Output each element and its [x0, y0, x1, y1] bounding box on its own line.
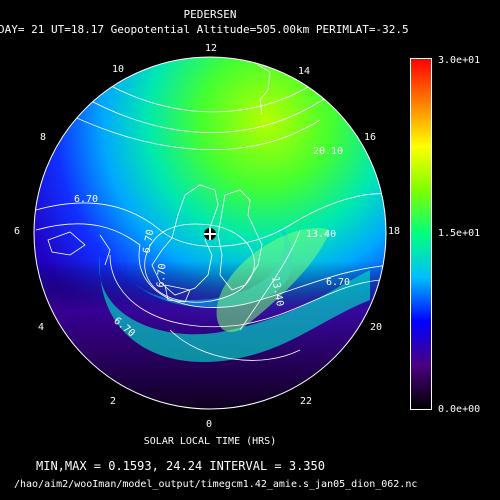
colorbar	[410, 58, 432, 410]
pole-marker-icon	[204, 228, 216, 240]
contour-label: 6.70	[74, 194, 99, 205]
lt-label-18: 18	[388, 226, 401, 237]
lt-label-12: 12	[205, 43, 218, 54]
lt-label-6: 6	[14, 226, 21, 237]
colorbar-min-label: 0.0e+00	[438, 404, 481, 415]
lt-label-20: 20	[370, 322, 383, 333]
lt-label-8: 8	[40, 132, 47, 143]
lt-label-0: 0	[206, 419, 213, 430]
lt-label-16: 16	[364, 132, 377, 143]
contour-label: 13.40	[306, 229, 337, 240]
lt-label-2: 2	[110, 396, 117, 407]
contour-label: 20.10	[313, 146, 344, 157]
colorbar-mid-label: 1.5e+01	[438, 228, 481, 239]
contour-label: 6.70	[326, 277, 351, 288]
colorbar-max-label: 3.0e+01	[438, 55, 481, 66]
lt-label-4: 4	[38, 322, 45, 333]
plot-subtitle: DAY= 21 UT=18.17 Geopotential Altitude=5…	[0, 23, 409, 36]
map-border	[33, 56, 387, 410]
lt-label-14: 14	[298, 66, 311, 77]
file-path: /hao/aim2/wooIman/model_output/timegcm1.…	[14, 479, 418, 490]
axis-label: SOLAR LOCAL TIME (HRS)	[143, 436, 277, 447]
plot-title: PEDERSEN	[183, 8, 237, 21]
lt-label-10: 10	[112, 64, 125, 75]
contour-label: 6.70	[155, 263, 169, 288]
lt-label-22: 22	[300, 396, 313, 407]
minmax-readout: MIN,MAX = 0.1593, 24.24 INTERVAL = 3.350	[36, 459, 325, 473]
